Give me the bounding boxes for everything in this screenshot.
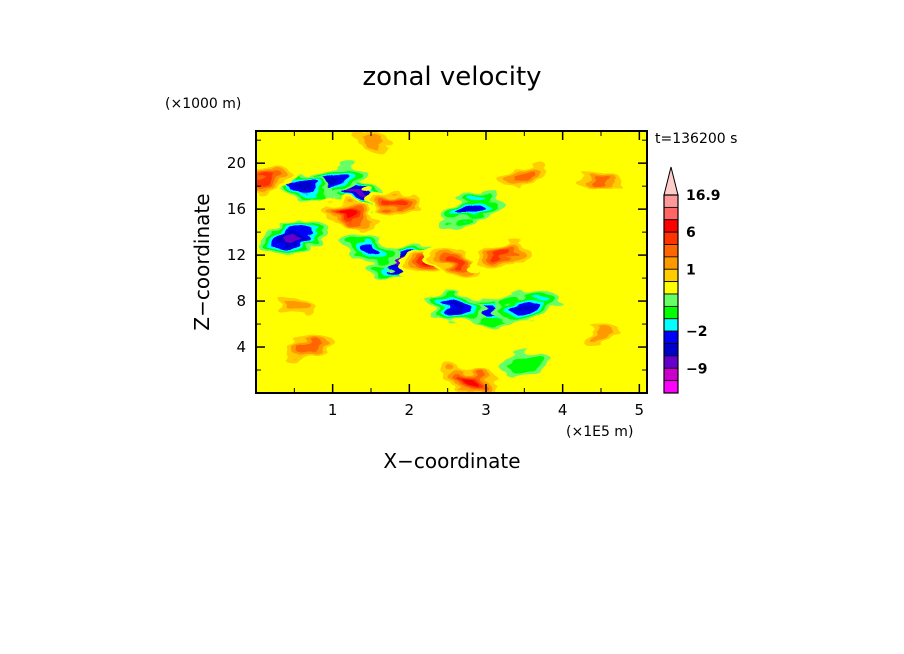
colorbar-cell <box>663 231 679 245</box>
heatmap-feature <box>491 291 557 323</box>
contour-level <box>347 187 364 197</box>
y-tick-label: 12 <box>227 246 246 264</box>
heatmap-feature <box>424 290 487 324</box>
x-tick-label: 5 <box>635 401 645 419</box>
contour-level <box>282 300 307 314</box>
contour-level <box>492 250 511 260</box>
contour-level <box>446 302 465 312</box>
colorbar-cell <box>663 343 679 357</box>
contour-level <box>385 198 403 209</box>
colorbar-cell <box>663 318 679 332</box>
y-axis: 4 8 12 16 20 <box>227 139 647 371</box>
colorbar-cell <box>663 355 679 369</box>
contour-level <box>462 376 480 387</box>
time-label: t=136200 s <box>655 131 737 147</box>
heatmap-feature <box>494 160 555 190</box>
colorbar-cell <box>663 244 679 258</box>
contour-level <box>360 243 382 255</box>
contour-level <box>515 302 534 312</box>
contour-level <box>591 175 611 186</box>
contour-level <box>299 341 321 353</box>
colorbar-tick-label: 1 <box>686 262 696 278</box>
y-tick-label: 8 <box>236 292 246 310</box>
colorbar-tick-label: −2 <box>686 324 707 340</box>
contour-level <box>293 181 311 191</box>
y-unit-label: (×1000 m) <box>165 96 241 112</box>
x-tick-label: 3 <box>481 401 491 419</box>
contour-level <box>323 175 342 185</box>
x-tick-label: 4 <box>558 401 568 419</box>
x-axis-label: X−coordinate <box>383 449 520 473</box>
heatmap-feature <box>573 321 629 350</box>
colorbar-cell <box>663 256 679 270</box>
colorbar-cell <box>663 194 679 208</box>
contour-level <box>256 175 273 185</box>
heatmap-feature <box>468 239 534 271</box>
contour-level <box>508 356 541 373</box>
contour-level <box>588 329 614 342</box>
colorbar-cell <box>663 367 679 382</box>
heatmap-field <box>256 131 630 393</box>
colorbar-cell <box>663 380 679 394</box>
contour-level <box>446 256 465 266</box>
contour-level <box>340 210 356 220</box>
heatmap-feature <box>341 233 401 266</box>
y-axis-label: Z−coordinate <box>190 193 214 330</box>
heatmap-feature <box>314 197 382 233</box>
x-tick-label: 1 <box>328 401 338 419</box>
x-axis: 1 2 3 4 5 <box>293 131 645 419</box>
colorbar-cell <box>663 281 679 295</box>
colorbar-frame <box>663 194 679 394</box>
heatmap-feature <box>267 292 322 322</box>
colorbar-extend-arrow <box>663 166 679 196</box>
heatmap-feature <box>363 187 425 220</box>
colorbar-cell <box>663 330 679 344</box>
contour-level <box>285 233 303 242</box>
heatmap-feature <box>256 164 297 197</box>
x-tick-label: 2 <box>405 401 415 419</box>
contour-level <box>461 204 480 214</box>
heatmap-feature <box>423 244 488 278</box>
x-unit-label: (×1E5 m) <box>566 424 633 440</box>
colorbar-tick-label: −9 <box>686 361 707 377</box>
colorbar-cell <box>663 219 679 233</box>
y-tick-label: 16 <box>227 200 246 218</box>
heatmap-feature <box>572 165 630 196</box>
colorbar-cell <box>663 293 679 307</box>
heatmap-feature <box>497 351 551 378</box>
contour-level <box>358 133 384 147</box>
contour-level <box>513 169 535 180</box>
y-tick-label: 4 <box>236 338 246 356</box>
colorbar: 16.9 6 1 −2 −9 <box>663 166 721 394</box>
plot-area <box>256 131 647 393</box>
colorbar-cell <box>663 305 679 320</box>
heatmap-feature <box>300 164 366 197</box>
heatmap-feature <box>439 193 502 225</box>
heatmap-feature <box>279 332 340 362</box>
plot-frame <box>255 130 648 394</box>
colorbar-tick-label: 16.9 <box>686 188 721 204</box>
colorbar-cell <box>663 268 679 283</box>
colorbar-cell <box>663 206 679 221</box>
chart-title: zonal velocity <box>362 62 541 92</box>
heatmap-feature <box>343 131 399 155</box>
y-tick-label: 20 <box>227 154 246 172</box>
colorbar-tick-label: 6 <box>686 225 696 241</box>
heatmap-feature <box>259 220 330 255</box>
